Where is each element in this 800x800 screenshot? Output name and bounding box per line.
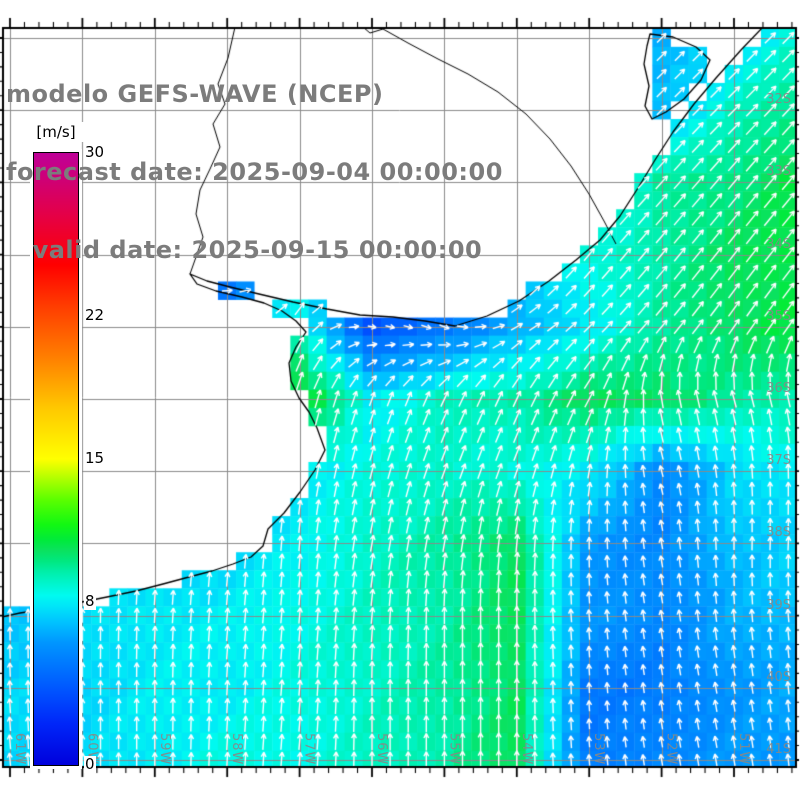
lon-axis-label: 55W (446, 733, 462, 766)
lon-axis-label: 54W (518, 733, 534, 766)
lat-axis-label: 38S (766, 525, 791, 541)
title-valid-date-line: valid date: 2025-09-15 00:00:00 (6, 236, 483, 264)
lat-axis-label: 36S (766, 381, 791, 396)
lat-axis-label: 35S (766, 308, 791, 324)
colorbar-gradient-bar (33, 152, 79, 766)
lat-axis-label: 37S (766, 453, 791, 469)
colorbar-tick-label: 15 (84, 449, 106, 467)
lon-axis-label: 52W (663, 733, 679, 766)
colorbar-unit-label: [m/s] (28, 122, 84, 142)
lon-axis-label: 57W (301, 733, 317, 766)
title-forecast-date-line: forecast date: 2025-09-04 00:00:00 (6, 158, 503, 186)
lat-axis-label: 34S (766, 236, 791, 252)
lon-axis-label: 56W (374, 733, 389, 766)
lat-axis-label: 33S (766, 164, 791, 180)
lon-axis-label: 51W (736, 733, 751, 766)
lon-axis-label: 53W (591, 733, 607, 766)
lat-axis-label: 41S (766, 742, 791, 757)
lat-axis-label: 40S (766, 669, 791, 685)
colorbar-tick-label: 0 (84, 755, 96, 773)
title-model-line: modelo GEFS-WAVE (NCEP) (6, 80, 384, 108)
colorbar: [m/s] 30 22 15 8 0 (28, 120, 108, 780)
lat-axis-label: 32S (766, 92, 791, 108)
lat-axis-label: 39S (766, 597, 791, 613)
colorbar-tick-label: 30 (84, 143, 106, 161)
map-title-block: modelo GEFS-WAVE (NCEP) forecast date: 2… (6, 29, 503, 315)
lon-axis-label: 59W (156, 733, 172, 766)
lon-axis-label: 58W (229, 733, 245, 766)
lon-axis-label: 61W (12, 733, 27, 766)
colorbar-tick-label: 22 (84, 306, 106, 325)
colorbar-tick-label: 8 (84, 591, 96, 610)
